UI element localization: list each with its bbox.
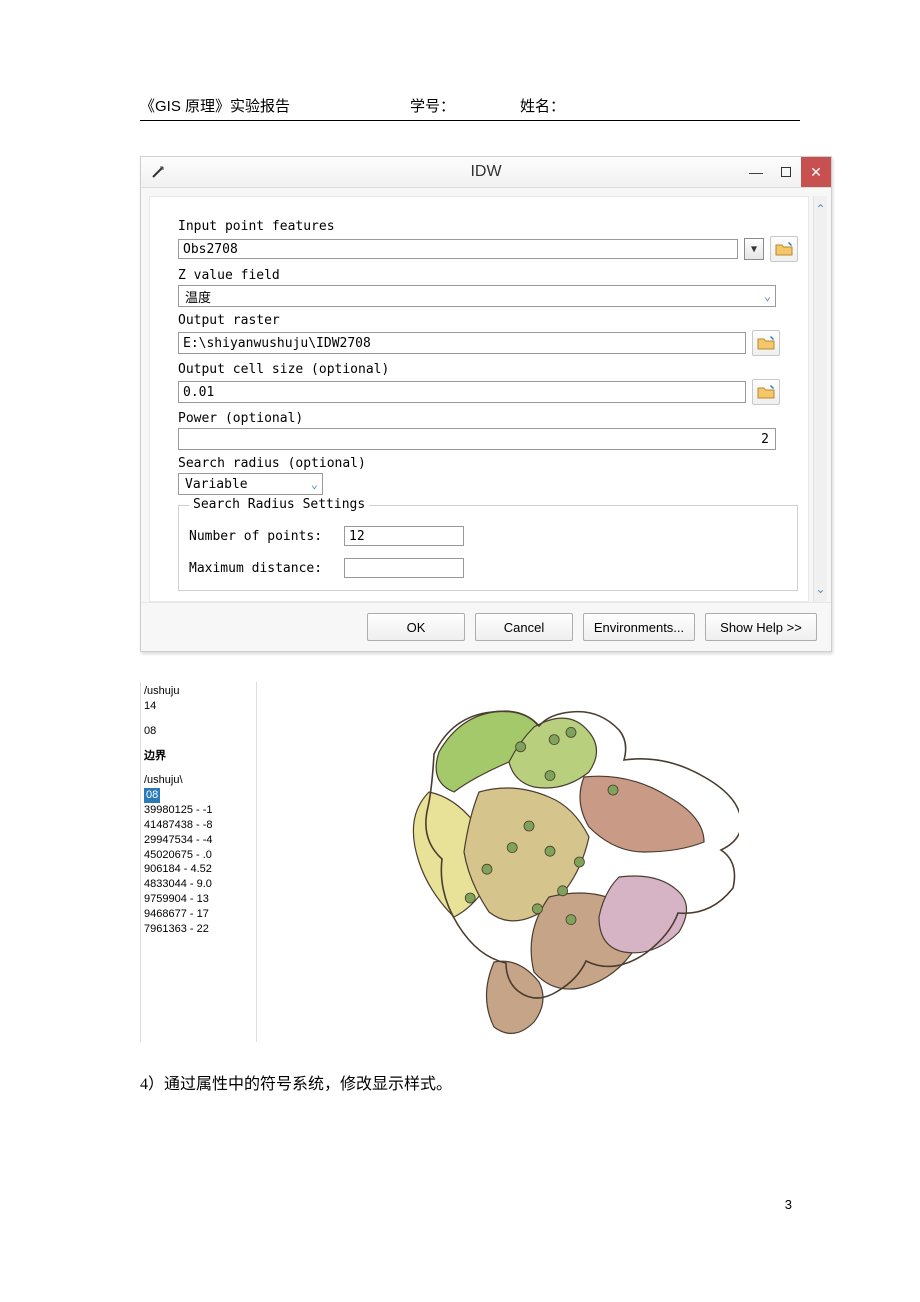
scroll-down-icon: ⌄ <box>815 582 825 596</box>
map-point <box>608 785 618 795</box>
cell-size-browse[interactable] <box>752 379 780 405</box>
label-output-raster: Output raster <box>178 313 798 328</box>
tool-icon <box>149 163 167 181</box>
map-point <box>557 886 567 896</box>
label-max-distance: Maximum distance: <box>189 561 344 576</box>
toc-range-item[interactable]: 45020675 - .0 <box>141 848 256 863</box>
label-cell-size: Output cell size (optional) <box>178 362 798 377</box>
dialog-button-bar: OK Cancel Environments... Show Help >> <box>141 602 831 651</box>
ok-button[interactable]: OK <box>367 613 465 641</box>
map-point <box>549 735 559 745</box>
map-point <box>465 893 475 903</box>
z-value-field-select[interactable]: 温度 ⌄ <box>178 285 776 307</box>
toc-item[interactable]: /ushuju\ <box>141 773 256 788</box>
toc-range-item[interactable]: 41487438 - -8 <box>141 818 256 833</box>
toc-range-item[interactable]: 9468677 - 17 <box>141 907 256 922</box>
maximize-button[interactable] <box>771 157 801 187</box>
group-title: Search Radius Settings <box>189 497 369 512</box>
minimize-button[interactable]: — <box>741 157 771 187</box>
form-scrollbar[interactable]: ⌃ ⌄ <box>813 196 827 602</box>
cancel-button[interactable]: Cancel <box>475 613 573 641</box>
label-z-field: Z value field <box>178 268 798 283</box>
output-cell-size-field[interactable] <box>178 381 746 403</box>
toc-range-item[interactable]: 4833044 - 9.0 <box>141 877 256 892</box>
map-point <box>482 864 492 874</box>
map-point <box>524 821 534 831</box>
environments-button[interactable]: Environments... <box>583 613 695 641</box>
toc-range-item[interactable]: 7961363 - 22 <box>141 922 256 937</box>
toc-item[interactable]: /ushuju <box>141 684 256 699</box>
num-points-field[interactable] <box>344 526 464 546</box>
student-id-label: 学号： <box>410 95 520 116</box>
label-power: Power (optional) <box>178 411 798 426</box>
scroll-up-icon: ⌃ <box>815 202 825 216</box>
show-help-button[interactable]: Show Help >> <box>705 613 817 641</box>
map-point <box>545 771 555 781</box>
max-distance-field[interactable] <box>344 558 464 578</box>
toc-item-selected[interactable]: 08 <box>141 788 256 803</box>
search-radius-select[interactable]: Variable ⌄ <box>178 473 323 495</box>
step-caption: 4）通过属性中的符号系统，修改显示样式。 <box>140 1070 800 1094</box>
input-point-features-field[interactable] <box>178 239 738 259</box>
toc-item[interactable]: 边界 <box>141 749 256 764</box>
map-point <box>515 742 525 752</box>
output-raster-browse[interactable] <box>752 330 780 356</box>
toc-item[interactable]: 14 <box>141 699 256 714</box>
toc-range-item[interactable]: 906184 - 4.52 <box>141 862 256 877</box>
toc-range-item[interactable]: 39980125 - -1 <box>141 803 256 818</box>
map-point <box>507 843 517 853</box>
map-point <box>574 857 584 867</box>
map-point <box>566 727 576 737</box>
map-view[interactable] <box>257 682 800 1042</box>
label-search-radius: Search radius (optional) <box>178 456 798 471</box>
map-point <box>545 846 555 856</box>
label-input-features: Input point features <box>178 219 798 234</box>
toc-item[interactable]: 08 <box>141 724 256 739</box>
dialog-title: IDW <box>141 163 831 181</box>
chevron-down-icon: ⌄ <box>764 289 771 303</box>
document-header: 《GIS 原理》实验报告 学号： 姓名： <box>140 95 800 121</box>
map-point <box>566 915 576 925</box>
map-point <box>532 904 542 914</box>
name-label: 姓名： <box>520 95 800 116</box>
input-features-browse[interactable] <box>770 236 798 262</box>
toc-range-item[interactable]: 29947534 - -4 <box>141 833 256 848</box>
chevron-down-icon: ⌄ <box>311 477 318 491</box>
z-value-field-value: 温度 <box>185 287 211 306</box>
toc-range-item[interactable]: 9759904 - 13 <box>141 892 256 907</box>
label-num-points: Number of points: <box>189 529 344 544</box>
page-number: 3 <box>785 1197 792 1212</box>
idw-dialog: IDW — ✕ Input point features ▼ Z <box>140 156 832 652</box>
layer-toc: /ushuju 14 08 边界 /ushuju\ 08 39980125 - … <box>140 682 257 1042</box>
search-radius-value: Variable <box>185 477 248 492</box>
close-button[interactable]: ✕ <box>801 157 831 187</box>
doc-title: 《GIS 原理》实验报告 <box>140 95 410 116</box>
power-field[interactable] <box>178 428 776 450</box>
output-raster-field[interactable] <box>178 332 746 354</box>
dialog-titlebar: IDW — ✕ <box>141 157 831 188</box>
search-radius-group: Search Radius Settings Number of points:… <box>178 505 798 591</box>
input-features-dropdown[interactable]: ▼ <box>744 238 764 260</box>
